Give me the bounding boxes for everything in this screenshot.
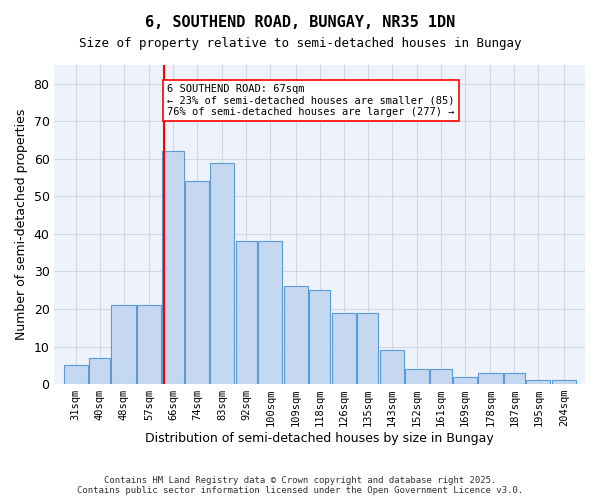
Bar	[357, 313, 379, 384]
Y-axis label: Number of semi-detached properties: Number of semi-detached properties	[15, 109, 28, 340]
Bar	[236, 242, 257, 384]
X-axis label: Distribution of semi-detached houses by size in Bungay: Distribution of semi-detached houses by …	[145, 432, 494, 445]
Bar	[64, 366, 88, 384]
Bar	[112, 306, 136, 384]
Bar	[332, 313, 356, 384]
Bar	[478, 373, 503, 384]
Bar	[162, 152, 184, 384]
Bar	[89, 358, 110, 384]
Bar	[405, 369, 429, 384]
Bar	[430, 369, 452, 384]
Bar	[137, 306, 161, 384]
Bar	[504, 373, 525, 384]
Bar	[453, 376, 477, 384]
Bar	[284, 286, 308, 384]
Bar	[309, 290, 331, 384]
Bar	[526, 380, 550, 384]
Text: 6, SOUTHEND ROAD, BUNGAY, NR35 1DN: 6, SOUTHEND ROAD, BUNGAY, NR35 1DN	[145, 15, 455, 30]
Text: Size of property relative to semi-detached houses in Bungay: Size of property relative to semi-detach…	[79, 38, 521, 51]
Bar	[380, 350, 404, 384]
Bar	[185, 182, 209, 384]
Text: 6 SOUTHEND ROAD: 67sqm
← 23% of semi-detached houses are smaller (85)
76% of sem: 6 SOUTHEND ROAD: 67sqm ← 23% of semi-det…	[167, 84, 455, 117]
Bar	[552, 380, 576, 384]
Bar	[210, 162, 235, 384]
Text: Contains HM Land Registry data © Crown copyright and database right 2025.
Contai: Contains HM Land Registry data © Crown c…	[77, 476, 523, 495]
Bar	[258, 242, 283, 384]
